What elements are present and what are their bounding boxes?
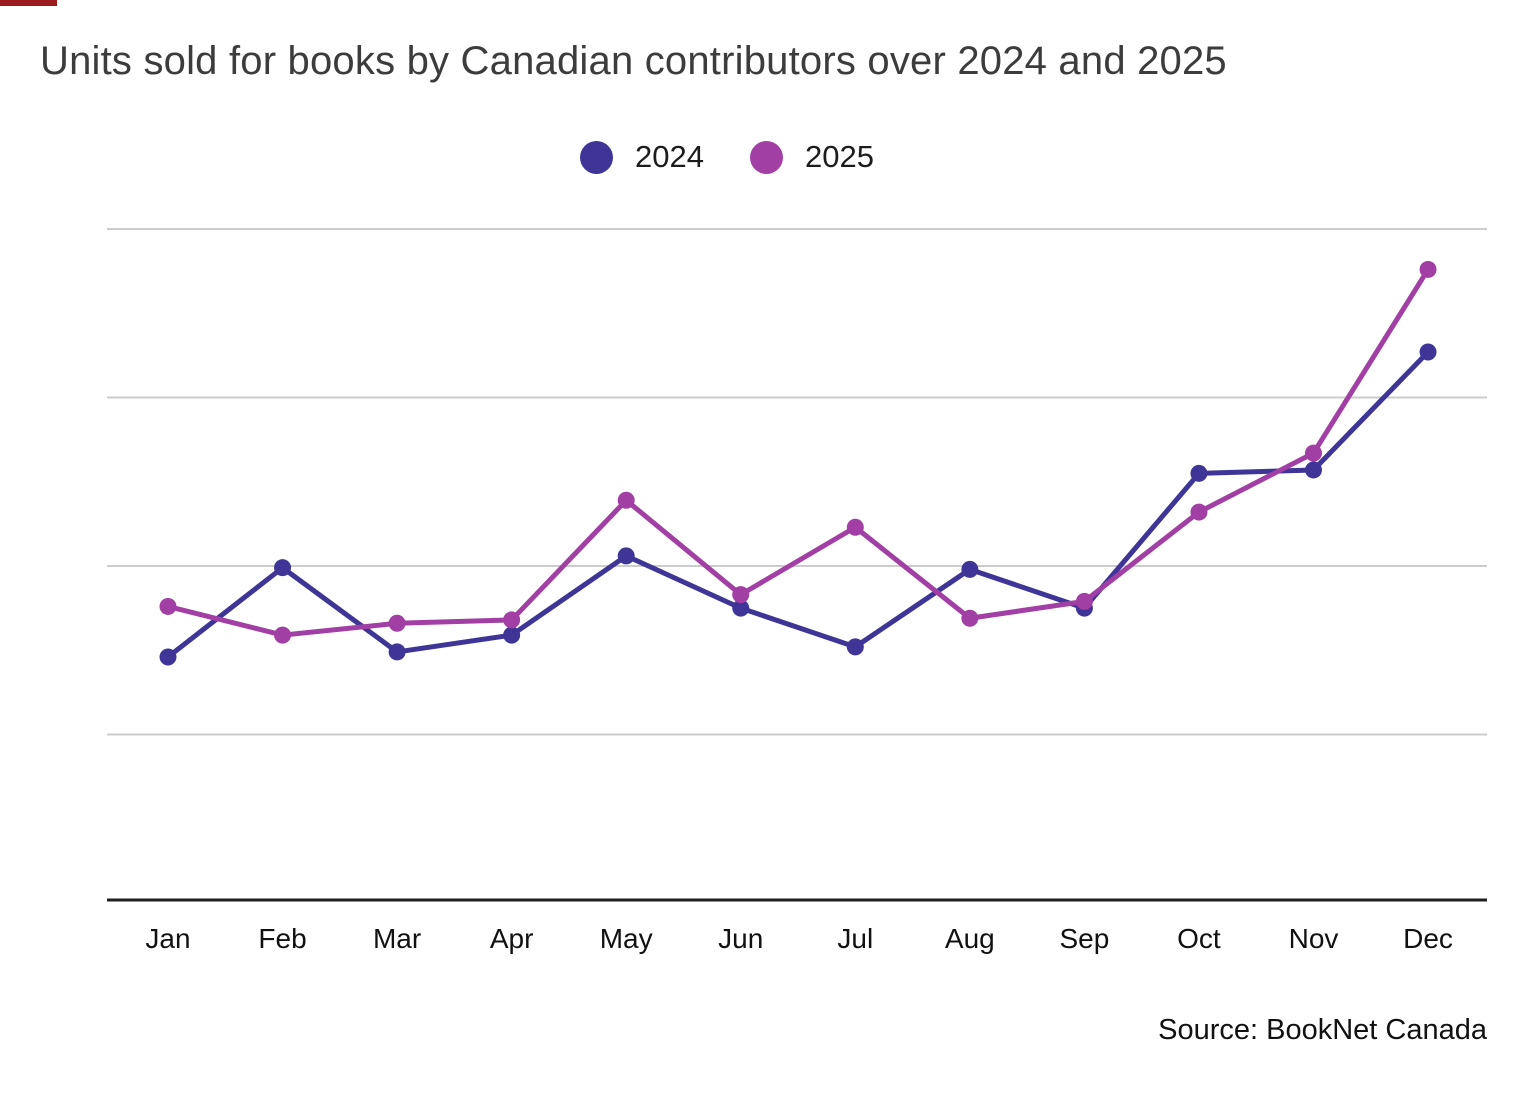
series-line-2025 [165,266,1431,638]
data-point-2024-Aug [961,560,979,578]
x-tick-label-Mar: Mar [373,923,421,954]
x-tick-label-Aug: Aug [945,923,995,954]
data-point-2025-Aug [961,609,979,627]
x-tick-label-Oct: Oct [1177,923,1221,954]
data-point-2024-Feb [274,559,292,577]
x-tick-label-Jul: Jul [837,923,873,954]
series-line-2024 [165,349,1431,660]
x-tick-label-May: May [600,923,653,954]
data-point-2024-Nov [1305,461,1322,479]
data-point-2025-Feb [274,626,292,644]
data-point-2025-Mar [388,614,406,632]
legend-dot-2024-icon [580,140,614,174]
data-point-2025-Oct [1190,503,1208,521]
data-point-2025-May [617,491,635,509]
legend: 2024 2025 [0,139,1454,175]
data-point-2024-Jul [846,638,864,656]
x-tick-label-Sep: Sep [1059,923,1109,954]
source-attribution: Source: BookNet Canada [1158,1014,1487,1046]
data-point-2024-Dec [1419,343,1437,361]
data-point-2025-Nov [1305,444,1322,462]
legend-label-2024: 2024 [635,139,704,174]
x-tick-label-Nov: Nov [1289,923,1339,954]
x-tick-label-Feb: Feb [258,923,306,954]
data-point-2025-Apr [503,611,521,629]
legend-label-2025: 2025 [805,139,874,174]
x-tick-label-Jan: Jan [145,923,190,954]
data-point-2025-Sep [1075,592,1093,610]
data-point-2025-Jul [846,518,864,536]
data-point-2024-May [617,547,635,565]
data-point-2025-Jun [732,586,750,604]
data-point-2024-Mar [388,643,406,661]
data-point-2024-Apr [503,626,521,644]
screenshot-corner-artifact [0,0,57,6]
x-tick-label-Dec: Dec [1403,923,1453,954]
legend-item-2024: 2024 [580,139,704,175]
data-point-2024-Oct [1190,464,1208,482]
data-point-2025-Dec [1419,260,1437,278]
legend-dot-2025-icon [750,140,783,174]
x-tick-label-Jun: Jun [718,923,763,954]
legend-item-2025: 2025 [750,139,874,175]
chart-title: Units sold for books by Canadian contrib… [40,39,1227,83]
data-point-2024-Jun [732,599,750,617]
data-point-2025-Jan [159,597,177,615]
x-tick-label-Apr: Apr [490,923,534,954]
data-point-2024-Jan [159,648,177,666]
